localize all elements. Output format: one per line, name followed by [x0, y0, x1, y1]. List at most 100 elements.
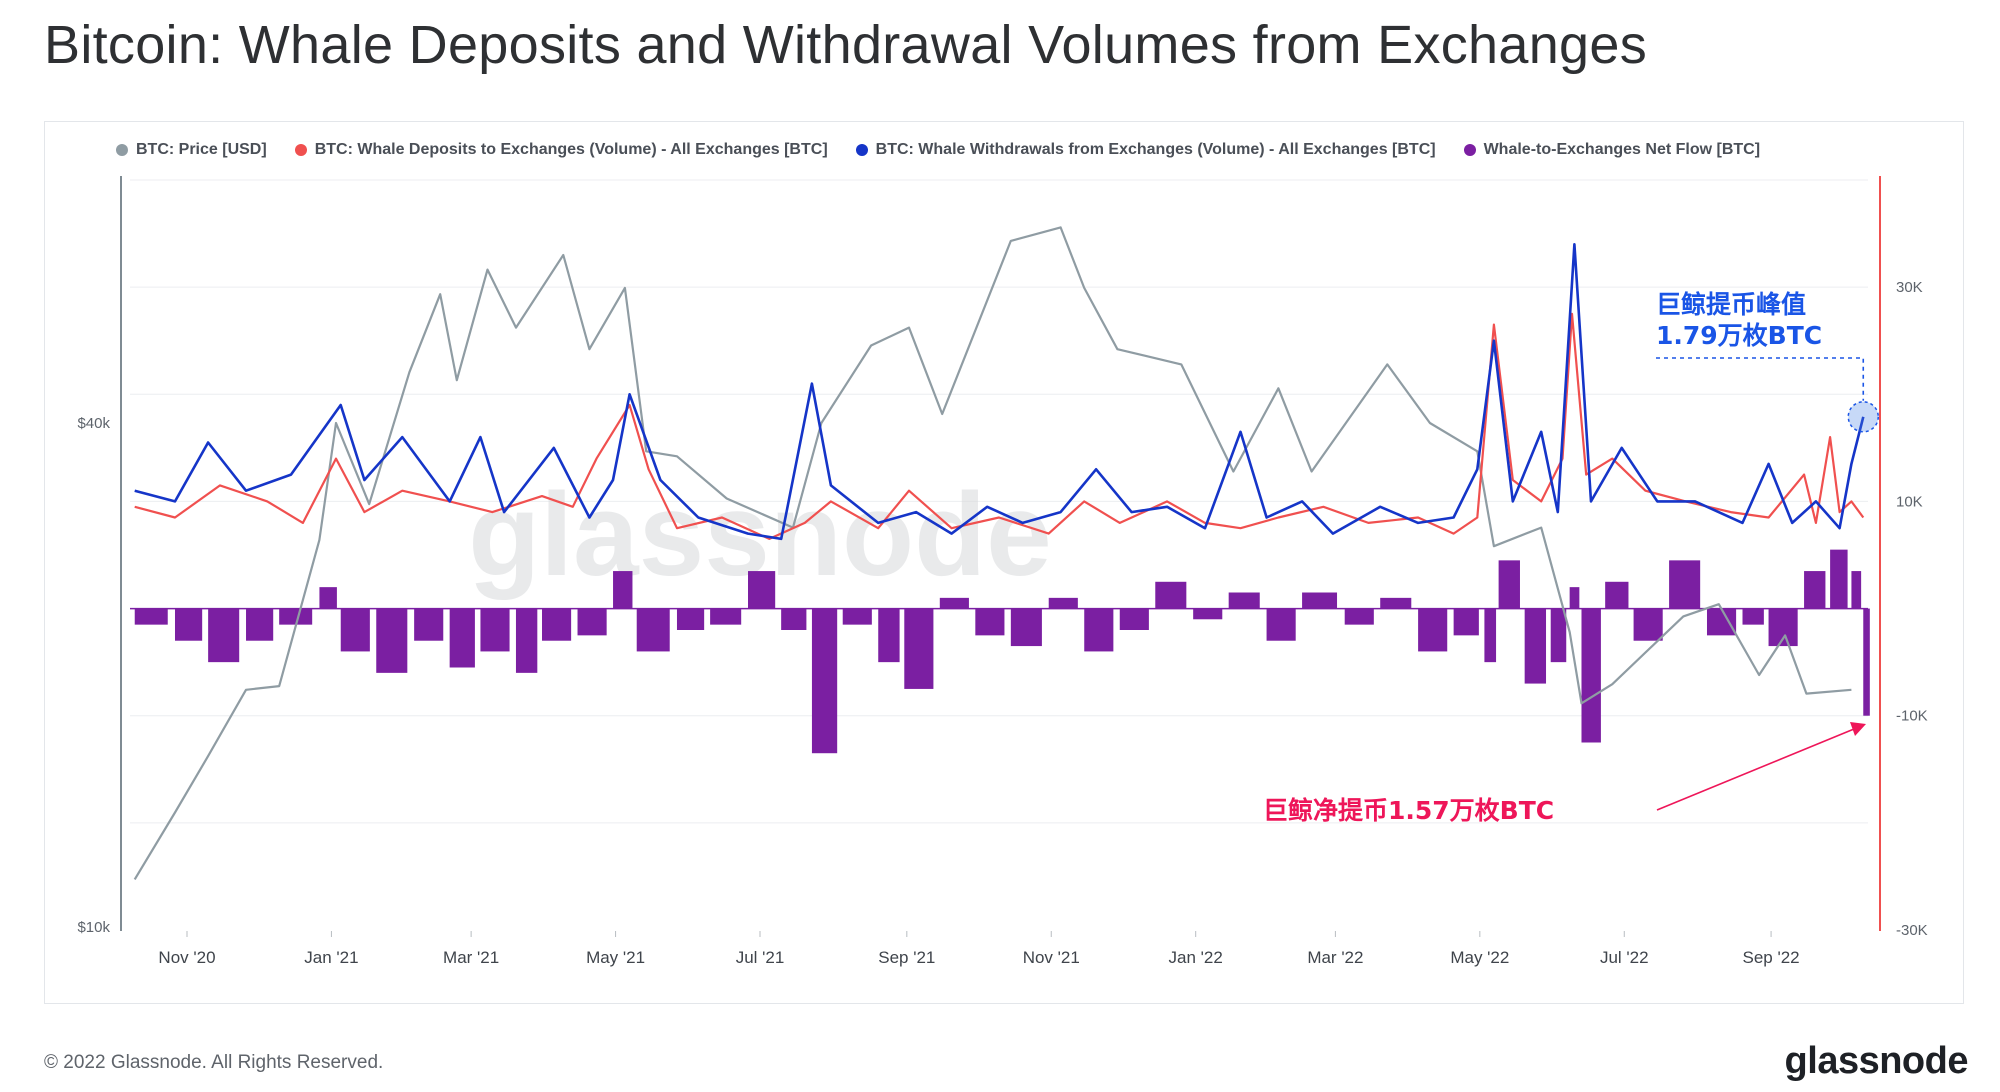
x-tick-label: Nov '20: [158, 948, 215, 967]
netflow-bar: [1851, 571, 1862, 609]
netflow-bar: [1193, 608, 1223, 620]
netflow-bar: [449, 608, 475, 668]
page-title: Bitcoin: Whale Deposits and Withdrawal V…: [44, 15, 1648, 75]
legend-item-deposits[interactable]: BTC: Whale Deposits to Exchanges (Volume…: [294, 141, 828, 159]
x-tick-label: May '21: [586, 948, 645, 967]
legend-item-price[interactable]: BTC: Price [USD]: [116, 141, 267, 159]
legend-dot-netflow: [1463, 144, 1476, 156]
net-arrow-head: [1850, 722, 1866, 736]
netflow-bar: [208, 608, 240, 663]
left-axis-tick-label: $10k: [77, 919, 110, 936]
netflow-bar: [1498, 560, 1520, 609]
netflow-bar: [279, 608, 313, 625]
peak-highlight-circle: [1847, 401, 1880, 433]
netflow-bar: [1084, 608, 1114, 652]
netflow-bar: [1155, 581, 1187, 609]
withdrawals-line: [134, 243, 1865, 541]
legend-label-withdrawals: BTC: Whale Withdrawals from Exchanges (V…: [875, 141, 1436, 158]
netflow-bar: [480, 608, 510, 652]
netflow-bar: [1418, 608, 1448, 652]
netflow-bar: [134, 608, 168, 625]
netflow-bar: [636, 608, 670, 652]
netflow-bar: [577, 608, 607, 636]
x-tick-label: May '22: [1450, 948, 1509, 967]
price-line: [133, 226, 1852, 880]
chart-frame: [44, 121, 1964, 1004]
netflow-bars: [130, 549, 1870, 754]
netflow-bar: [975, 608, 1005, 636]
netflow-bar: [1742, 608, 1764, 625]
legend-dot-withdrawals: [855, 144, 868, 156]
x-tick-label: Jan '21: [304, 948, 358, 967]
netflow-bar: [613, 571, 633, 609]
netflow-bar: [1768, 608, 1798, 647]
netflow-bar: [319, 587, 337, 609]
netflow-bar: [1119, 608, 1149, 630]
peak-connector: [1656, 357, 1865, 401]
net-arrow-line: [1656, 728, 1855, 811]
netflow-bar: [811, 608, 838, 754]
copyright-footer: © 2022 Glassnode. All Rights Reserved.: [44, 1052, 384, 1073]
netflow-bar: [781, 608, 807, 630]
x-tick-label: Jan '22: [1169, 948, 1223, 967]
netflow-bar: [676, 608, 705, 630]
x-tick-label: Jul '21: [736, 948, 785, 967]
x-tick-label: Sep '22: [1743, 948, 1800, 967]
legend-dot-deposits: [294, 144, 307, 156]
netflow-bar: [1453, 608, 1479, 636]
right-axis-tick-label: -10K: [1896, 708, 1928, 725]
legend-label-price: BTC: Price [USD]: [136, 141, 267, 158]
netflow-bar: [246, 608, 274, 641]
netflow-bar: [1010, 608, 1042, 647]
legend-dot-price: [116, 144, 128, 156]
axis-labels: $40k $10k 30K 10K -10K -30K Nov '20 Jan '21 Mar …: [77, 279, 1927, 967]
netflow-bar: [1266, 608, 1296, 641]
netflow-bar: [1569, 587, 1580, 609]
netflow-bar: [1633, 608, 1663, 641]
x-tick-label: Jul '22: [1600, 948, 1649, 967]
netflow-bar: [542, 608, 572, 641]
deposits-line: [134, 312, 1865, 540]
netflow-bar: [842, 608, 872, 625]
netflow-bar: [376, 608, 408, 673]
netflow-bar: [1524, 608, 1547, 684]
netflow-bar: [1228, 592, 1260, 609]
left-axis-tick-label: $40k: [77, 415, 110, 432]
netflow-bar: [939, 597, 969, 609]
netflow-bar: [1706, 608, 1737, 636]
series-lines: [133, 226, 1865, 880]
x-tick-label: Mar '21: [443, 948, 499, 967]
netflow-bar: [174, 608, 203, 641]
netflow-bar: [1550, 608, 1567, 663]
peak-annotation-line2: 1.79万枚BTC: [1656, 321, 1822, 350]
netflow-bar: [1830, 549, 1848, 609]
legend-label-deposits: BTC: Whale Deposits to Exchanges (Volume…: [314, 141, 828, 158]
netflow-bar: [414, 608, 444, 641]
netflow-bar: [1484, 608, 1497, 663]
legend-item-netflow[interactable]: Whale-to-Exchanges Net Flow [BTC]: [1463, 141, 1760, 159]
netflow-bar: [1581, 608, 1601, 743]
net-annotation: 巨鲸净提币1.57万枚BTC: [1263, 796, 1554, 825]
netflow-bar: [1048, 597, 1078, 609]
netflow-bar: [340, 608, 370, 652]
glassnode-logo: glassnode: [1784, 1040, 1969, 1082]
x-tick-label: Sep '21: [878, 948, 935, 967]
legend-item-withdrawals[interactable]: BTC: Whale Withdrawals from Exchanges (V…: [855, 141, 1436, 159]
netflow-bar: [1605, 581, 1629, 609]
right-axis-tick-label: 30K: [1896, 279, 1923, 296]
netflow-bar: [904, 608, 934, 689]
peak-annotation-line1: 巨鲸提币峰值: [1656, 290, 1806, 319]
x-tick-label: Nov '21: [1023, 948, 1080, 967]
netflow-bar: [515, 608, 538, 673]
netflow-bar: [878, 608, 900, 663]
netflow-bar: [748, 571, 776, 609]
netflow-bar: [710, 608, 742, 625]
netflow-bar: [1380, 597, 1412, 609]
x-tick-label: Mar '22: [1307, 948, 1363, 967]
netflow-bar: [1344, 608, 1374, 625]
netflow-bar: [1863, 608, 1870, 716]
right-axis-tick-label: 10K: [1896, 493, 1923, 510]
netflow-bar: [1302, 592, 1338, 609]
